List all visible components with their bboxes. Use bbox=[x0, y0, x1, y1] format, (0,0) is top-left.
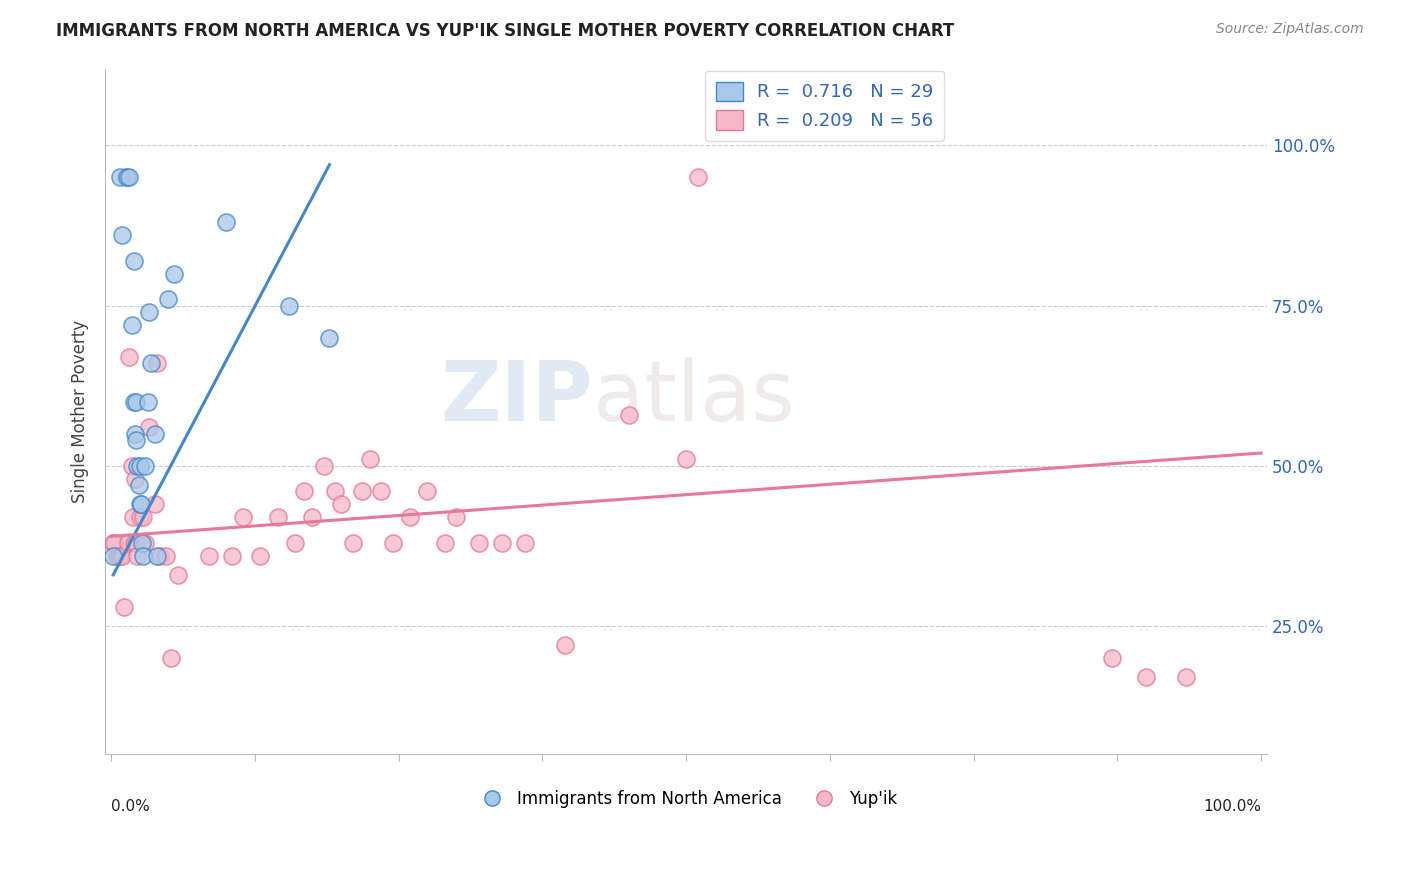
Point bbox=[125, 394, 148, 409]
Point bbox=[121, 318, 143, 332]
Point bbox=[118, 170, 141, 185]
Point bbox=[124, 426, 146, 441]
Point bbox=[128, 497, 150, 511]
Point bbox=[121, 510, 143, 524]
Point bbox=[284, 535, 307, 549]
Point bbox=[370, 484, 392, 499]
Point bbox=[112, 599, 135, 614]
Point bbox=[124, 472, 146, 486]
Point bbox=[127, 458, 149, 473]
Point bbox=[143, 426, 166, 441]
Point bbox=[1101, 651, 1123, 665]
Point bbox=[141, 356, 163, 370]
Point bbox=[416, 484, 439, 499]
Point bbox=[399, 510, 422, 524]
Point bbox=[330, 497, 353, 511]
Point bbox=[128, 458, 150, 473]
Point bbox=[138, 305, 160, 319]
Point bbox=[125, 535, 148, 549]
Point bbox=[221, 549, 243, 563]
Point bbox=[267, 510, 290, 524]
Point bbox=[129, 497, 152, 511]
Point bbox=[232, 510, 254, 524]
Point bbox=[131, 535, 153, 549]
Text: atlas: atlas bbox=[593, 357, 794, 438]
Point bbox=[118, 350, 141, 364]
Point bbox=[121, 458, 143, 473]
Point bbox=[146, 356, 169, 370]
Point bbox=[125, 434, 148, 448]
Point bbox=[359, 452, 381, 467]
Point bbox=[350, 484, 373, 499]
Point bbox=[132, 549, 155, 563]
Text: Source: ZipAtlas.com: Source: ZipAtlas.com bbox=[1216, 22, 1364, 37]
Point bbox=[468, 535, 491, 549]
Point bbox=[163, 267, 186, 281]
Point bbox=[115, 170, 138, 185]
Point bbox=[105, 549, 128, 563]
Point bbox=[686, 170, 709, 185]
Point bbox=[132, 510, 155, 524]
Point bbox=[491, 535, 513, 549]
Point bbox=[128, 510, 150, 524]
Text: ZIP: ZIP bbox=[440, 357, 593, 438]
Point bbox=[115, 170, 138, 185]
Point bbox=[323, 484, 346, 499]
Point bbox=[122, 253, 145, 268]
Point bbox=[146, 549, 169, 563]
Point bbox=[136, 394, 159, 409]
Point bbox=[149, 549, 172, 563]
Point bbox=[617, 408, 640, 422]
Point bbox=[278, 299, 301, 313]
Point bbox=[134, 535, 156, 549]
Point bbox=[108, 549, 131, 563]
Point bbox=[122, 394, 145, 409]
Point bbox=[249, 549, 271, 563]
Point bbox=[675, 452, 697, 467]
Y-axis label: Single Mother Poverty: Single Mother Poverty bbox=[72, 320, 89, 503]
Point bbox=[110, 549, 132, 563]
Text: IMMIGRANTS FROM NORTH AMERICA VS YUP'IK SINGLE MOTHER POVERTY CORRELATION CHART: IMMIGRANTS FROM NORTH AMERICA VS YUP'IK … bbox=[56, 22, 955, 40]
Legend: Immigrants from North America, Yup'ik: Immigrants from North America, Yup'ik bbox=[468, 783, 904, 814]
Point bbox=[159, 651, 181, 665]
Point bbox=[197, 549, 219, 563]
Point bbox=[444, 510, 467, 524]
Point bbox=[103, 535, 125, 549]
Point bbox=[143, 497, 166, 511]
Point bbox=[312, 458, 335, 473]
Point bbox=[108, 170, 131, 185]
Point bbox=[103, 535, 125, 549]
Point bbox=[292, 484, 315, 499]
Point bbox=[157, 292, 180, 306]
Point bbox=[1135, 670, 1157, 684]
Point bbox=[122, 535, 145, 549]
Point bbox=[111, 228, 134, 243]
Point bbox=[127, 549, 149, 563]
Point bbox=[215, 215, 238, 229]
Point bbox=[301, 510, 323, 524]
Point bbox=[103, 549, 125, 563]
Point bbox=[128, 478, 150, 492]
Point bbox=[138, 420, 160, 434]
Point bbox=[554, 638, 576, 652]
Point bbox=[111, 549, 134, 563]
Point bbox=[155, 549, 177, 563]
Point bbox=[117, 535, 139, 549]
Point bbox=[318, 331, 340, 345]
Point bbox=[381, 535, 404, 549]
Text: 0.0%: 0.0% bbox=[111, 799, 149, 814]
Point bbox=[134, 458, 156, 473]
Point bbox=[342, 535, 364, 549]
Point bbox=[166, 567, 188, 582]
Point bbox=[513, 535, 536, 549]
Text: 100.0%: 100.0% bbox=[1204, 799, 1261, 814]
Point bbox=[1175, 670, 1198, 684]
Point bbox=[433, 535, 456, 549]
